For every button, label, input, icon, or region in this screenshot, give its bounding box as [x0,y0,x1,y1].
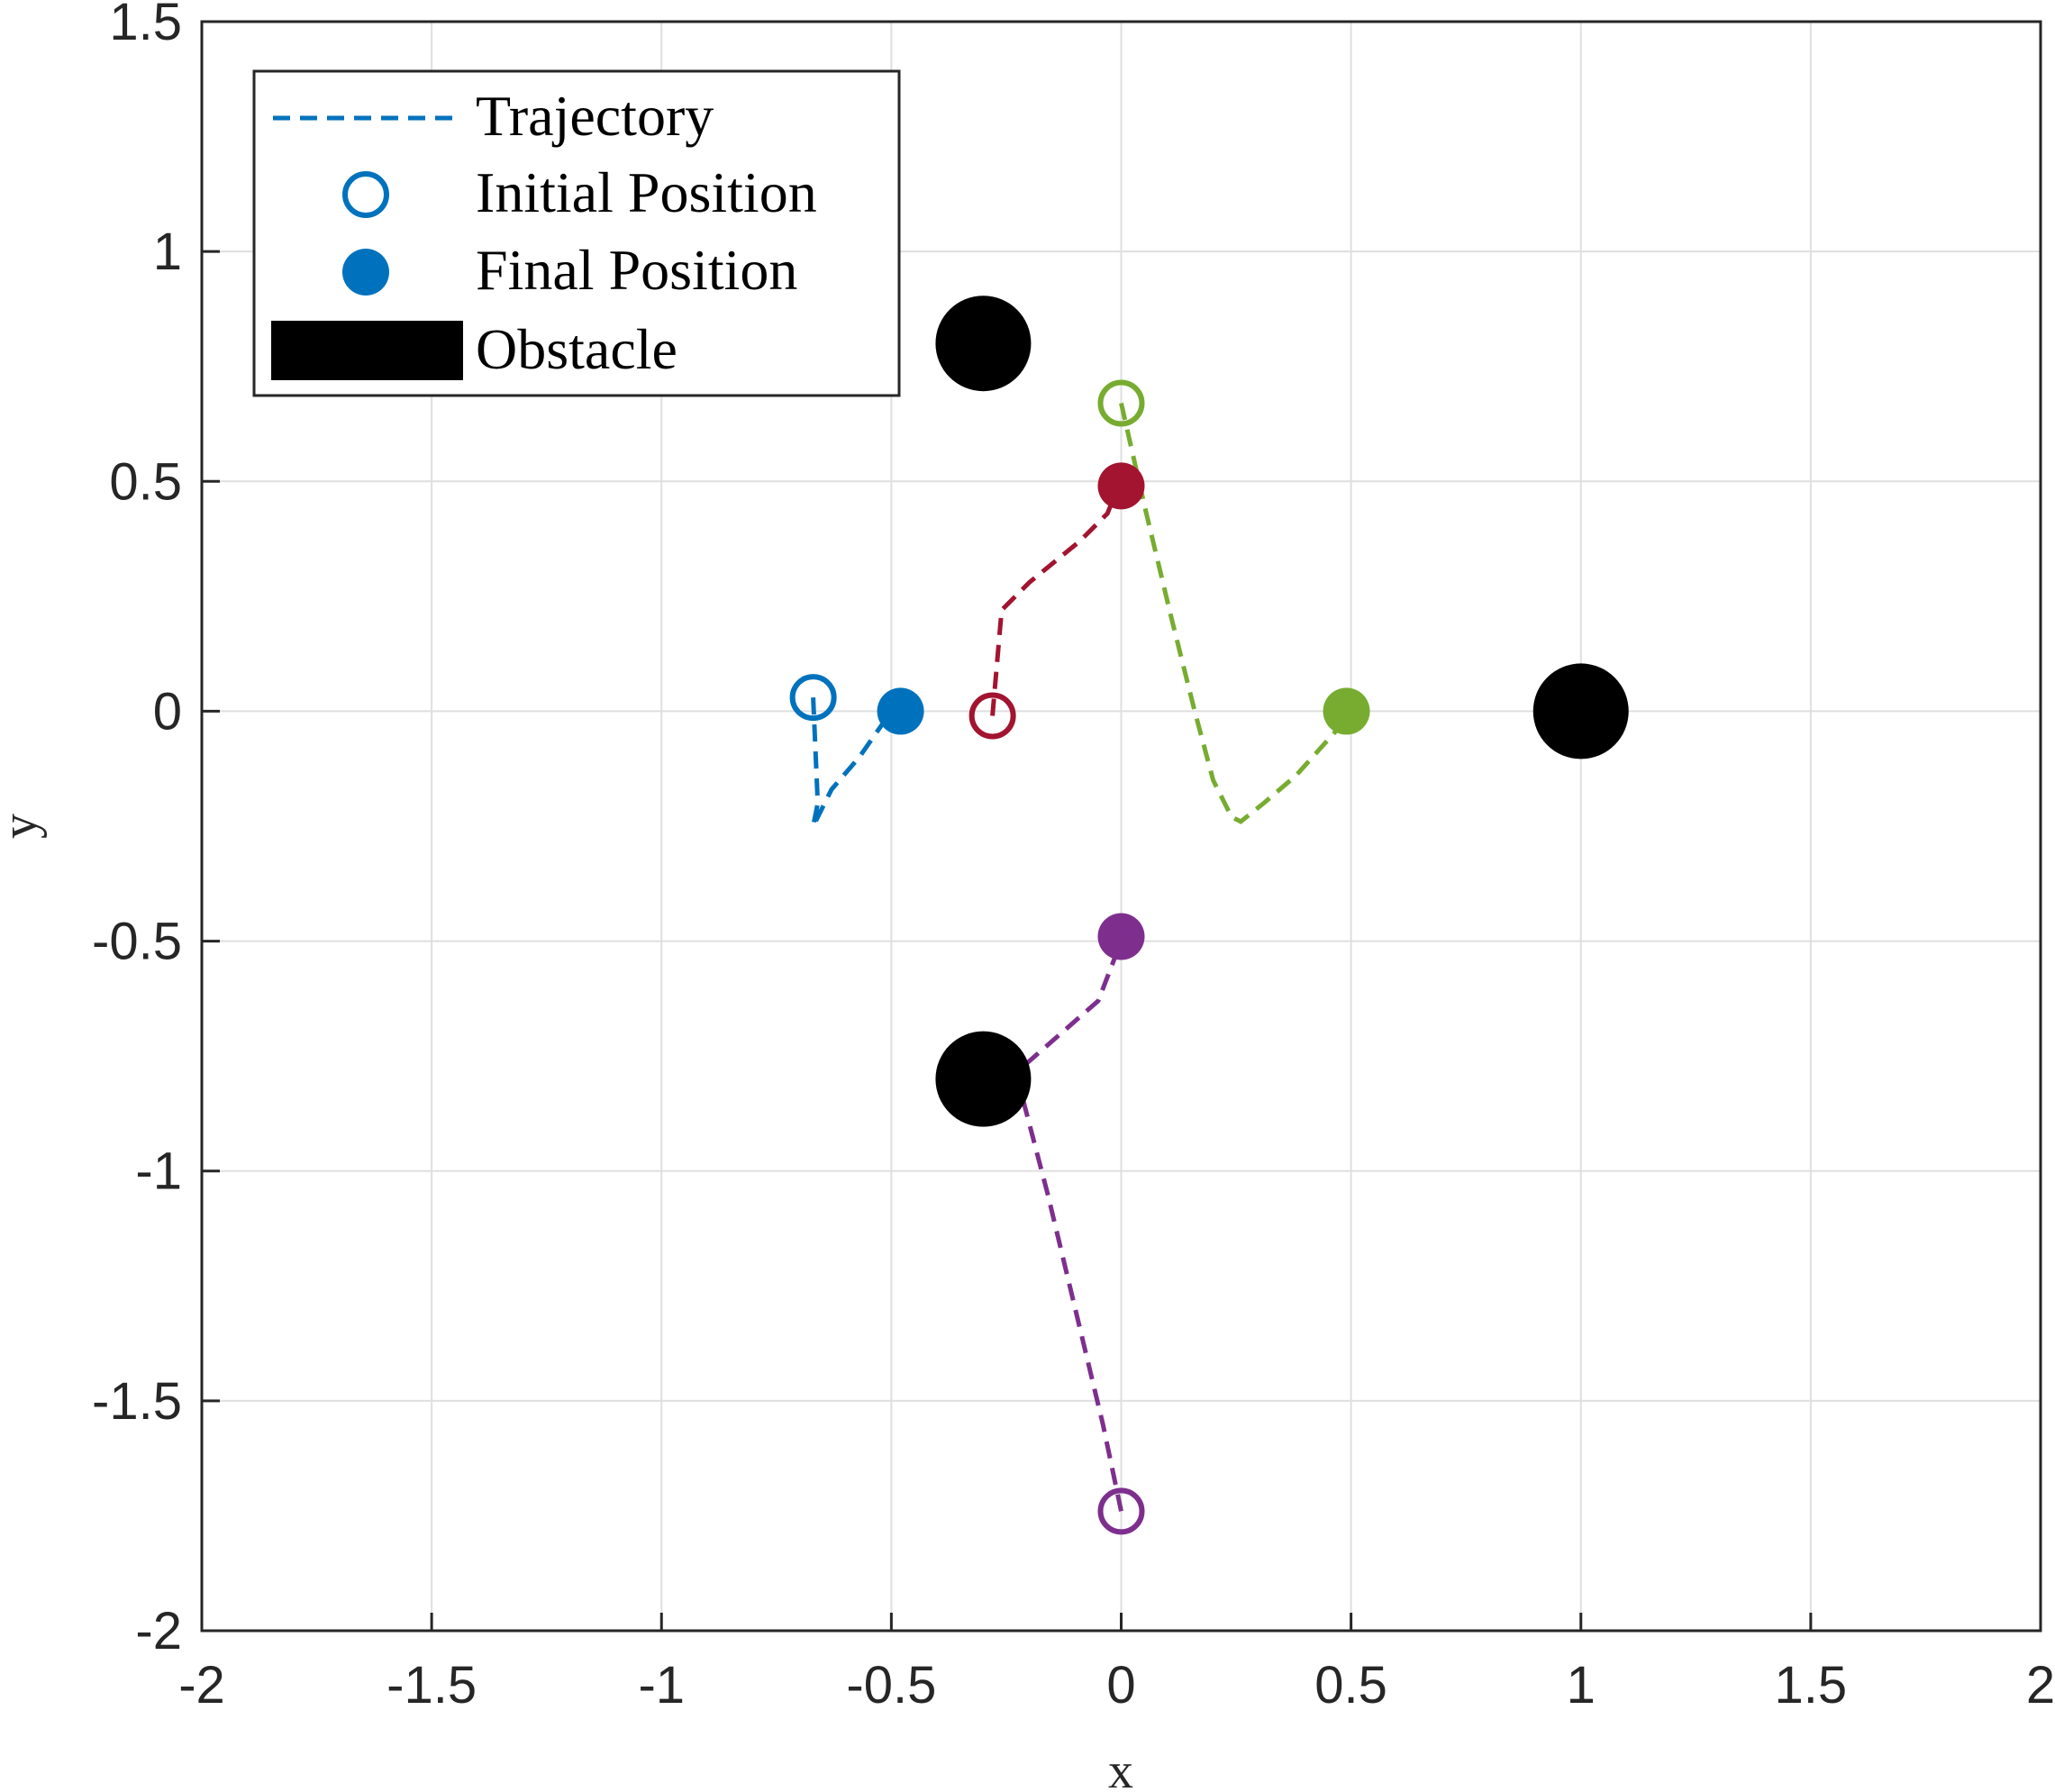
y-tick-label: 1 [153,223,182,281]
y-tick-label: 1.5 [109,0,182,51]
legend-final-label: Final Position [476,238,797,302]
legend-initial-label: Initial Position [476,160,817,224]
x-tick-label: -2 [178,1656,225,1715]
x-tick-label: -1.5 [386,1656,477,1715]
agent-red-trajectory [990,489,1119,716]
agent-red-initial-marker [968,692,1016,740]
x-axis-label: x [1108,1743,1133,1792]
agent-purple-final-marker [1097,913,1145,960]
legend-trajectory-label: Trajectory [476,84,714,148]
agent-purple-initial-marker [1097,1487,1145,1535]
y-tick-label: -1.5 [92,1372,182,1431]
obstacles [935,296,1629,1127]
x-tick-label: 2 [2026,1656,2055,1715]
x-tick-label: 1 [1567,1656,1596,1715]
obstacle-marker [1532,663,1629,760]
agent-blue-trajectory [811,696,894,828]
legend-obstacle-swatch [271,321,463,380]
agent-green-initial-marker [1097,379,1145,427]
x-tick-label: -1 [638,1656,685,1715]
y-tick-label: -1 [135,1142,182,1201]
x-tick-label: -0.5 [846,1656,936,1715]
position-markers [789,379,1370,1535]
y-tick-label: -2 [135,1602,182,1660]
y-tick-label: 0.5 [109,452,182,511]
axis-ticks: -2 -1.5 -1 -0.5 0 0.5 1 1.5 2 -2 -1.5 -1 -0.5 0 0.5 1 1.… [92,0,2055,1715]
legend-final-swatch [342,249,389,296]
legend-obstacle-label: Obstacle [476,317,677,381]
agent-blue-final-marker [877,687,924,735]
obstacle-marker [935,1031,1032,1127]
x-tick-label: 1.5 [1775,1656,1848,1715]
legend-initial-swatch [342,171,389,218]
agent-red-final-marker [1097,462,1145,510]
y-axis-label: y [0,814,48,839]
agent-blue-initial-marker [789,674,837,722]
y-tick-label: 0 [153,682,182,741]
y-tick-label: -0.5 [92,913,182,971]
x-tick-label: 0.5 [1314,1656,1387,1715]
obstacle-marker [935,296,1032,392]
x-tick-label: 0 [1106,1656,1135,1715]
agent-green-final-marker [1323,687,1370,735]
legend: Trajectory Initial Position Final Positi… [252,69,901,397]
